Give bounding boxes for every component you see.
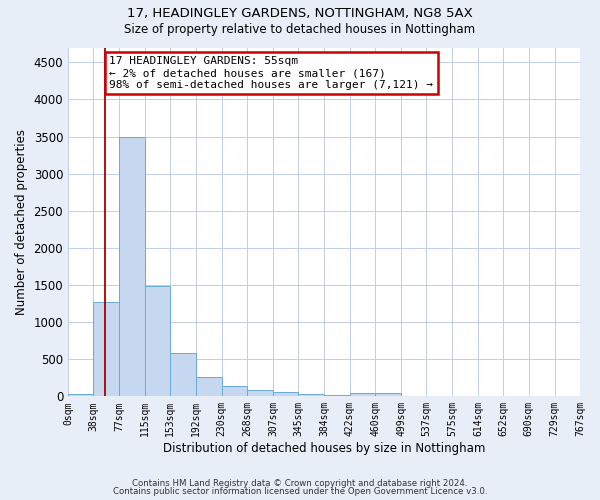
Text: Contains public sector information licensed under the Open Government Licence v3: Contains public sector information licen… [113,487,487,496]
Bar [298,394,325,396]
Bar [247,390,273,396]
Bar [68,394,94,396]
Bar [350,393,375,396]
Text: 17, HEADINGLEY GARDENS, NOTTINGHAM, NG8 5AX: 17, HEADINGLEY GARDENS, NOTTINGHAM, NG8 … [127,8,473,20]
Y-axis label: Number of detached properties: Number of detached properties [15,129,28,315]
Bar [170,354,196,397]
Bar [325,395,350,396]
Bar [196,378,221,396]
Bar [119,136,145,396]
Bar [221,386,247,396]
Bar [273,392,298,396]
Text: Size of property relative to detached houses in Nottingham: Size of property relative to detached ho… [124,22,476,36]
Text: Contains HM Land Registry data © Crown copyright and database right 2024.: Contains HM Land Registry data © Crown c… [132,478,468,488]
Bar [145,286,170,397]
Text: 17 HEADINGLEY GARDENS: 55sqm
← 2% of detached houses are smaller (167)
98% of se: 17 HEADINGLEY GARDENS: 55sqm ← 2% of det… [109,56,433,90]
X-axis label: Distribution of detached houses by size in Nottingham: Distribution of detached houses by size … [163,442,485,455]
Bar [94,302,119,396]
Bar [375,393,401,396]
